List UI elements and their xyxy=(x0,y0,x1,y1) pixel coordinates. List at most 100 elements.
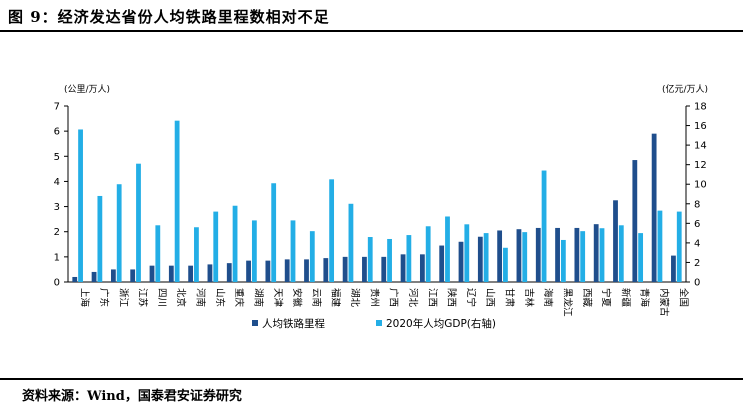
bar-gdp-per-capita xyxy=(406,235,412,282)
left-axis-unit: (公里/万人) xyxy=(64,84,110,95)
category-label: 江苏 xyxy=(137,288,149,308)
bar-gdp-per-capita xyxy=(387,238,392,282)
legend-swatch-rail xyxy=(252,320,258,326)
bar-gdp-per-capita xyxy=(425,226,431,282)
right-tick-label: 4 xyxy=(694,238,700,249)
bar-rail-per-capita xyxy=(168,265,174,282)
category-label: 河南 xyxy=(195,288,207,307)
bar-gdp-per-capita xyxy=(618,225,624,282)
right-axis-unit: (亿元/万人) xyxy=(662,83,708,95)
category-label: 陕西 xyxy=(446,288,458,307)
bar-rail-per-capita xyxy=(381,256,387,282)
bars xyxy=(72,120,682,282)
category-label: 全国 xyxy=(677,288,689,307)
bar-rail-per-capita xyxy=(497,230,503,282)
category-label: 重庆 xyxy=(233,288,245,308)
category-labels: 上海 广东 浙江 江苏 四川 北京 河南 山东 重庆 湖南 天津 安徽 云南 福建 湖北 贵州 广西 河北 江西 陕西… xyxy=(79,288,690,317)
category-label: 宁夏 xyxy=(600,288,612,308)
category-label: 北京 xyxy=(175,288,187,307)
bar-rail-per-capita xyxy=(535,227,541,282)
bar-rail-per-capita xyxy=(323,258,329,282)
bar-gdp-per-capita xyxy=(251,220,257,282)
category-label: 新疆 xyxy=(619,288,631,308)
bar-rail-per-capita xyxy=(613,200,618,282)
category-label: 甘肃 xyxy=(504,288,516,307)
left-tick-label: 5 xyxy=(54,152,60,163)
category-label: 内蒙古 xyxy=(658,288,670,317)
legend-swatch-gdp xyxy=(376,320,382,326)
category-label: 辽宁 xyxy=(465,288,477,307)
bar-rail-per-capita xyxy=(516,229,522,282)
bar-rail-per-capita xyxy=(265,260,271,282)
right-tick-label: 0 xyxy=(694,278,700,289)
bar-rail-per-capita xyxy=(671,255,676,282)
category-label: 黑龙江 xyxy=(561,288,573,317)
bar-rail-per-capita xyxy=(477,236,483,282)
right-tick-label: 2 xyxy=(694,258,700,269)
bar-gdp-per-capita xyxy=(329,179,335,282)
category-label: 山西 xyxy=(484,288,495,307)
bar-gdp-per-capita xyxy=(638,233,644,282)
bar-rail-per-capita xyxy=(342,256,348,282)
bar-gdp-per-capita xyxy=(309,231,315,282)
bar-rail-per-capita xyxy=(72,276,78,282)
bar-gdp-per-capita xyxy=(155,225,161,282)
category-label: 广东 xyxy=(98,288,110,307)
bar-gdp-per-capita xyxy=(194,227,199,282)
top-divider xyxy=(0,30,743,32)
bar-rail-per-capita xyxy=(130,269,136,282)
left-tick-label: 2 xyxy=(54,227,60,238)
bar-gdp-per-capita xyxy=(174,120,180,282)
left-tick-label: 1 xyxy=(54,252,60,263)
right-tick-label: 18 xyxy=(694,102,707,113)
left-tick-label: 3 xyxy=(54,202,60,213)
right-tick-label: 6 xyxy=(694,219,700,230)
bar-gdp-per-capita xyxy=(271,183,277,282)
bar-gdp-per-capita xyxy=(367,237,373,282)
left-tick-label: 4 xyxy=(54,177,60,188)
bar-gdp-per-capita xyxy=(657,210,663,282)
left-tick-label: 6 xyxy=(54,127,60,138)
category-label: 湖北 xyxy=(349,288,360,308)
bar-gdp-per-capita xyxy=(676,211,682,282)
bar-rail-per-capita xyxy=(246,260,251,282)
category-label: 河北 xyxy=(407,288,419,308)
bar-gdp-per-capita xyxy=(503,247,508,282)
figure-title: 图 9：经济发达省份人均铁路里程数相对不足 xyxy=(8,8,330,26)
right-tick-label: 14 xyxy=(694,141,707,152)
bar-rail-per-capita xyxy=(419,254,425,282)
bar-rail-per-capita xyxy=(439,245,445,282)
category-label: 山东 xyxy=(214,288,226,307)
category-label: 浙江 xyxy=(117,288,129,308)
bar-rail-per-capita xyxy=(574,227,580,282)
chart: (公里/万人) (亿元/万人) 01234567024681012141618 … xyxy=(54,83,708,330)
bar-rail-per-capita xyxy=(149,265,155,282)
category-label: 广西 xyxy=(388,288,400,307)
bar-rail-per-capita xyxy=(207,264,213,282)
right-tick-label: 16 xyxy=(694,121,707,132)
bar-rail-per-capita xyxy=(110,269,116,282)
bar-gdp-per-capita xyxy=(116,184,122,282)
category-label: 吉林 xyxy=(523,288,535,308)
bar-gdp-per-capita xyxy=(78,129,83,282)
bar-gdp-per-capita xyxy=(136,163,141,282)
category-label: 四川 xyxy=(156,288,167,307)
category-label: 海南 xyxy=(542,288,554,307)
bar-gdp-per-capita xyxy=(522,232,528,282)
source-note: 资料来源：Wind，国泰君安证券研究 xyxy=(22,389,242,404)
bar-rail-per-capita xyxy=(304,259,309,282)
category-label: 福建 xyxy=(330,288,342,308)
right-tick-label: 8 xyxy=(694,199,700,210)
bar-rail-per-capita xyxy=(593,224,599,282)
right-tick-label: 10 xyxy=(694,180,707,191)
bottom-divider xyxy=(0,378,743,380)
category-label: 天津 xyxy=(272,288,283,308)
bar-rail-per-capita xyxy=(188,265,194,282)
bar-gdp-per-capita xyxy=(580,231,586,282)
bar-gdp-per-capita xyxy=(348,203,354,282)
bar-gdp-per-capita xyxy=(560,239,566,282)
left-tick-label: 7 xyxy=(54,102,60,113)
bar-gdp-per-capita xyxy=(97,195,103,282)
legend: 人均铁路里程 2020年人均GDP(右轴) xyxy=(252,317,496,330)
